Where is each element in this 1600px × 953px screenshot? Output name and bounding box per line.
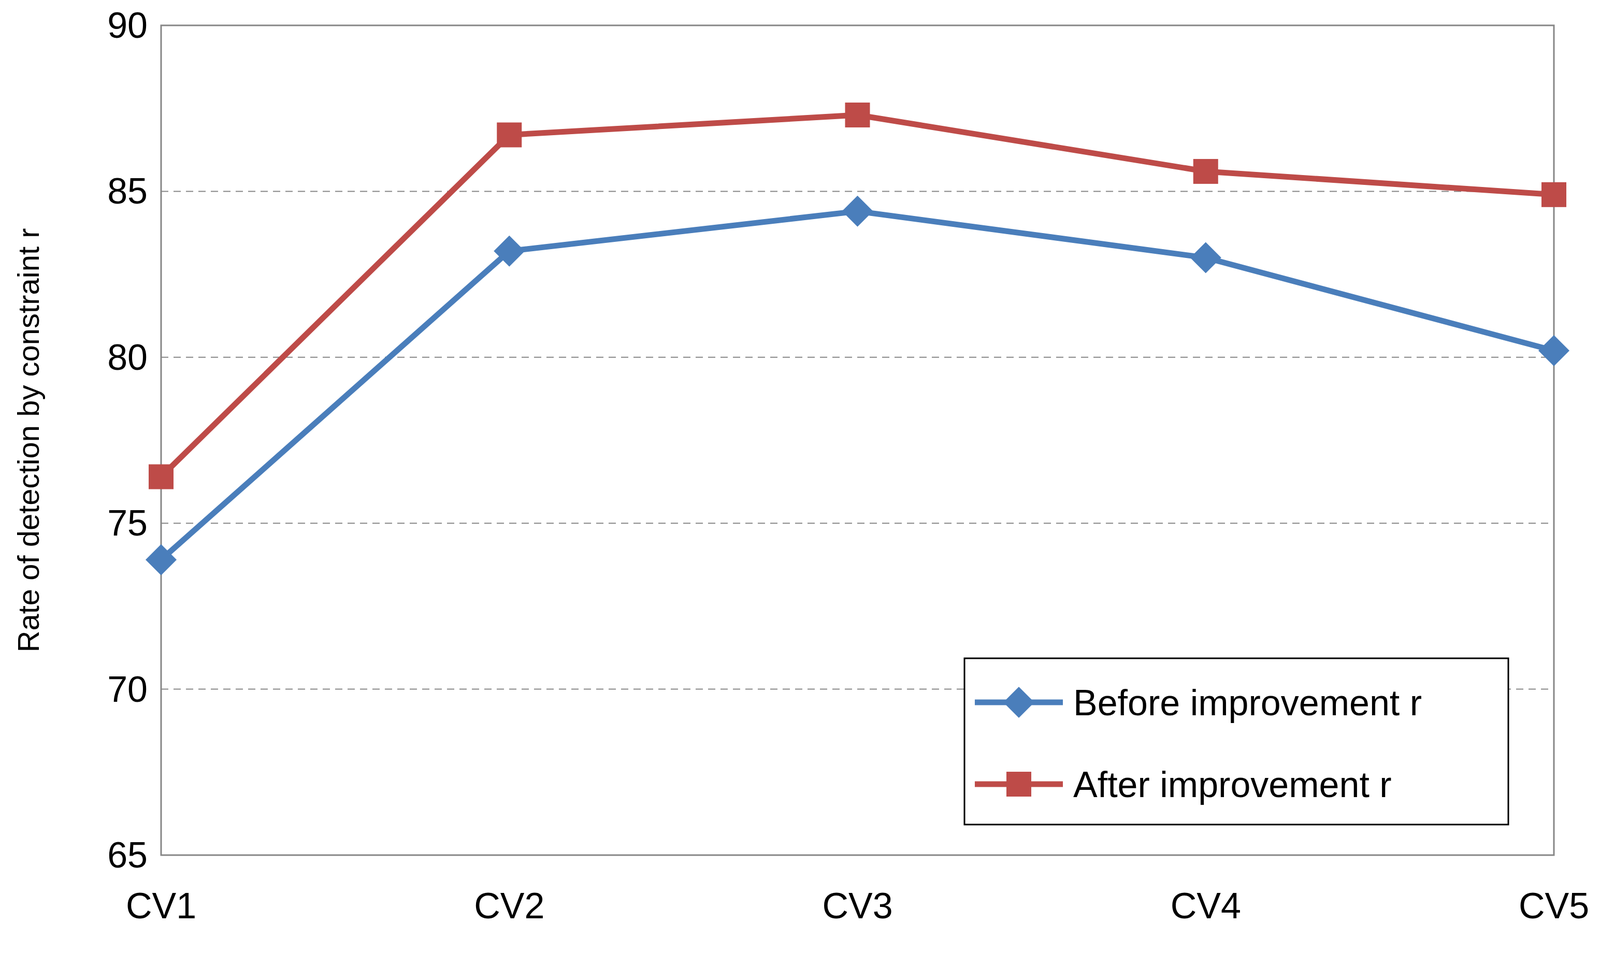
legend-box xyxy=(964,658,1509,825)
legend-marker xyxy=(1006,771,1032,797)
marker xyxy=(496,122,522,148)
y-tick-label: 80 xyxy=(107,337,148,378)
marker xyxy=(842,195,874,227)
x-tick-label: CV3 xyxy=(822,885,893,927)
marker xyxy=(1190,242,1222,274)
marker xyxy=(145,544,177,576)
x-tick-label: CV4 xyxy=(1170,885,1242,927)
y-tick-label: 75 xyxy=(107,502,148,544)
chart-svg: 65 70 75 80 85 90 CV1 CV2 CV3 CV4 CV5 Rate of detec… xyxy=(0,0,1600,953)
y-axis-label: Rate of detection by constraint r xyxy=(11,228,46,653)
y-tick-label: 85 xyxy=(107,170,148,212)
grid-line xyxy=(161,190,1554,192)
marker xyxy=(493,235,525,267)
y-tick-label: 70 xyxy=(107,669,148,710)
legend-label: Before improvement r xyxy=(1073,682,1422,724)
series-line xyxy=(161,114,1554,477)
plot-frame xyxy=(161,25,1554,856)
chart-container: 65 70 75 80 85 90 CV1 CV2 CV3 CV4 CV5 Rate of detec… xyxy=(0,0,1600,953)
marker xyxy=(1541,182,1567,208)
grid-line xyxy=(161,356,1554,358)
y-tick-label: 90 xyxy=(107,5,148,46)
background xyxy=(0,0,1600,953)
legend: Before improvement r After improvement r xyxy=(964,658,1509,825)
x-tick-label: CV1 xyxy=(125,885,197,927)
legend-marker xyxy=(1003,686,1035,718)
grid-line xyxy=(161,522,1554,524)
legend-label: After improvement r xyxy=(1073,764,1392,805)
x-tick-label: CV2 xyxy=(473,885,545,927)
marker xyxy=(845,102,871,128)
y-tick-label: 65 xyxy=(107,834,148,876)
plot-area xyxy=(145,102,1570,576)
marker xyxy=(148,464,174,489)
marker xyxy=(1193,159,1219,184)
series-line xyxy=(161,211,1554,560)
marker xyxy=(1538,335,1570,367)
x-tick-label: CV5 xyxy=(1518,885,1590,927)
